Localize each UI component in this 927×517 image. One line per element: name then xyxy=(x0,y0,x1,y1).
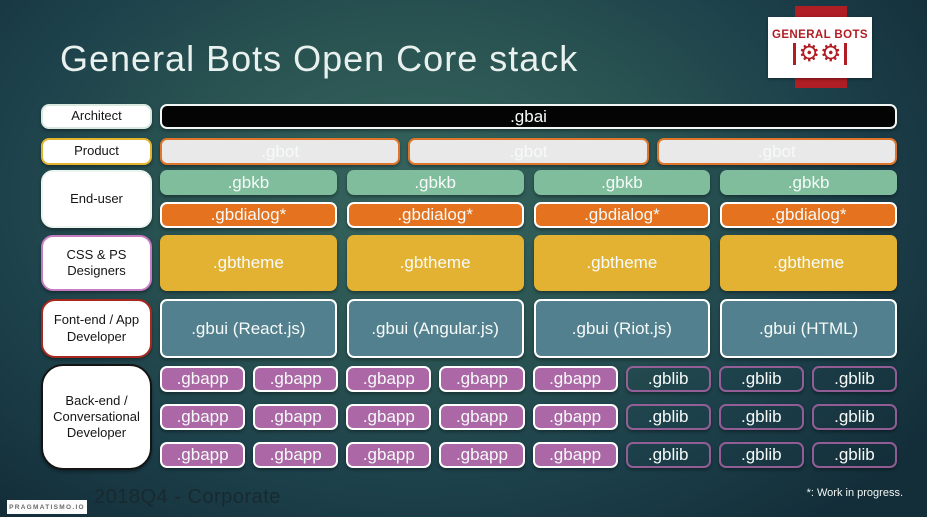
gbui-riot-box: .gbui (Riot.js) xyxy=(533,299,711,358)
gbapp-box: .gbapp xyxy=(346,442,432,468)
label-text: End-user xyxy=(70,190,123,206)
row-backend-1: .gbapp .gbapp .gbapp .gbapp .gbapp .gbli… xyxy=(160,366,897,392)
gbapp-box: .gbapp xyxy=(439,366,525,392)
gbapp-box: .gbapp xyxy=(253,366,339,392)
gbai-box: .gbai xyxy=(160,104,897,129)
gbtheme-box: .gbtheme xyxy=(720,235,897,291)
gear-bar-left xyxy=(793,43,797,65)
gbui-react-box: .gbui (React.js) xyxy=(160,299,337,358)
gbui-html-box: .gbui (HTML) xyxy=(720,299,897,358)
label-text: Architect xyxy=(71,108,122,124)
gbtheme-box: .gbtheme xyxy=(346,235,524,291)
label-architect: Architect xyxy=(41,104,152,129)
gbapp-box: .gbapp xyxy=(532,442,618,468)
gbdialog-box: .gbdialog* xyxy=(160,202,337,228)
gbapp-box: .gbapp xyxy=(253,404,339,430)
row-gbui: .gbui (React.js) .gbui (Angular.js) .gbu… xyxy=(160,299,897,358)
gear-bar-right xyxy=(843,43,847,65)
gblib-box: .gblib xyxy=(625,366,711,392)
gbot-box: .gbot xyxy=(408,138,649,165)
gbapp-box: .gbapp xyxy=(346,366,432,392)
gbkb-box: .gbkb xyxy=(160,170,337,195)
gbui-angular-box: .gbui (Angular.js) xyxy=(346,299,524,358)
row-backend-3: .gbapp .gbapp .gbapp .gbapp .gbapp .gbli… xyxy=(160,442,897,468)
logo-text: GENERAL BOTS xyxy=(772,29,868,41)
gblib-box: .gblib xyxy=(811,442,897,468)
gbapp-box: .gbapp xyxy=(532,366,618,392)
gears-icon: ⚙ ⚙ xyxy=(791,42,848,66)
row-gbdialog: .gbdialog* .gbdialog* .gbdialog* .gbdial… xyxy=(160,202,897,228)
gbkb-box: .gbkb xyxy=(533,170,711,195)
label-product: Product xyxy=(41,138,152,165)
label-text: Product xyxy=(74,143,119,159)
gbdialog-box: .gbdialog* xyxy=(720,202,897,228)
gbtheme-box: .gbtheme xyxy=(533,235,711,291)
gblib-box: .gblib xyxy=(625,404,711,430)
label-text: Back-end / Conversational Developer xyxy=(53,392,140,441)
gbot-box: .gbot xyxy=(656,138,897,165)
gblib-box: .gblib xyxy=(625,442,711,468)
row-gbtheme: .gbtheme .gbtheme .gbtheme .gbtheme xyxy=(160,235,897,291)
gbot-box: .gbot xyxy=(160,138,401,165)
label-backend-conversational-developer: Back-end / Conversational Developer xyxy=(41,364,152,470)
label-end-user: End-user xyxy=(41,170,152,228)
gbapp-box: .gbapp xyxy=(160,442,246,468)
row-backend-2: .gbapp .gbapp .gbapp .gbapp .gbapp .gbli… xyxy=(160,404,897,430)
work-in-progress-note: *: Work in progress. xyxy=(806,487,903,499)
gblib-box: .gblib xyxy=(811,404,897,430)
gblib-box: .gblib xyxy=(811,366,897,392)
label-css-ps-designers: CSS & PS Designers xyxy=(41,235,152,291)
label-text: CSS & PS Designers xyxy=(66,246,127,278)
gbapp-box: .gbapp xyxy=(532,404,618,430)
gblib-box: .gblib xyxy=(718,366,804,392)
gbkb-box: .gbkb xyxy=(346,170,524,195)
row-gbkb: .gbkb .gbkb .gbkb .gbkb xyxy=(160,170,897,195)
gbapp-box: .gbapp xyxy=(439,404,525,430)
gbapp-box: .gbapp xyxy=(160,404,246,430)
gbapp-box: .gbapp xyxy=(253,442,339,468)
general-bots-logo: GENERAL BOTS ⚙ ⚙ xyxy=(768,17,872,78)
label-text: Font-end / App Developer xyxy=(53,312,140,344)
gbtheme-box: .gbtheme xyxy=(160,235,337,291)
gbdialog-box: .gbdialog* xyxy=(533,202,711,228)
row-gbot: .gbot .gbot .gbot xyxy=(160,138,897,165)
gbapp-box: .gbapp xyxy=(160,366,246,392)
label-frontend-app-developer: Font-end / App Developer xyxy=(41,299,152,358)
page-title: General Bots Open Core stack xyxy=(60,38,579,79)
gbapp-box: .gbapp xyxy=(346,404,432,430)
row-gbai: .gbai xyxy=(160,104,897,129)
gblib-box: .gblib xyxy=(718,442,804,468)
gbapp-box: .gbapp xyxy=(439,442,525,468)
footer-edition: 2018Q4 - Corporate xyxy=(94,486,281,508)
gblib-box: .gblib xyxy=(718,404,804,430)
gear-icon: ⚙ xyxy=(820,40,842,67)
gbdialog-box: .gbdialog* xyxy=(346,202,524,228)
pragmatismo-logo: PRAGMATISMO.IO xyxy=(7,500,87,514)
gear-icon: ⚙ xyxy=(798,40,820,67)
gbkb-box: .gbkb xyxy=(720,170,897,195)
